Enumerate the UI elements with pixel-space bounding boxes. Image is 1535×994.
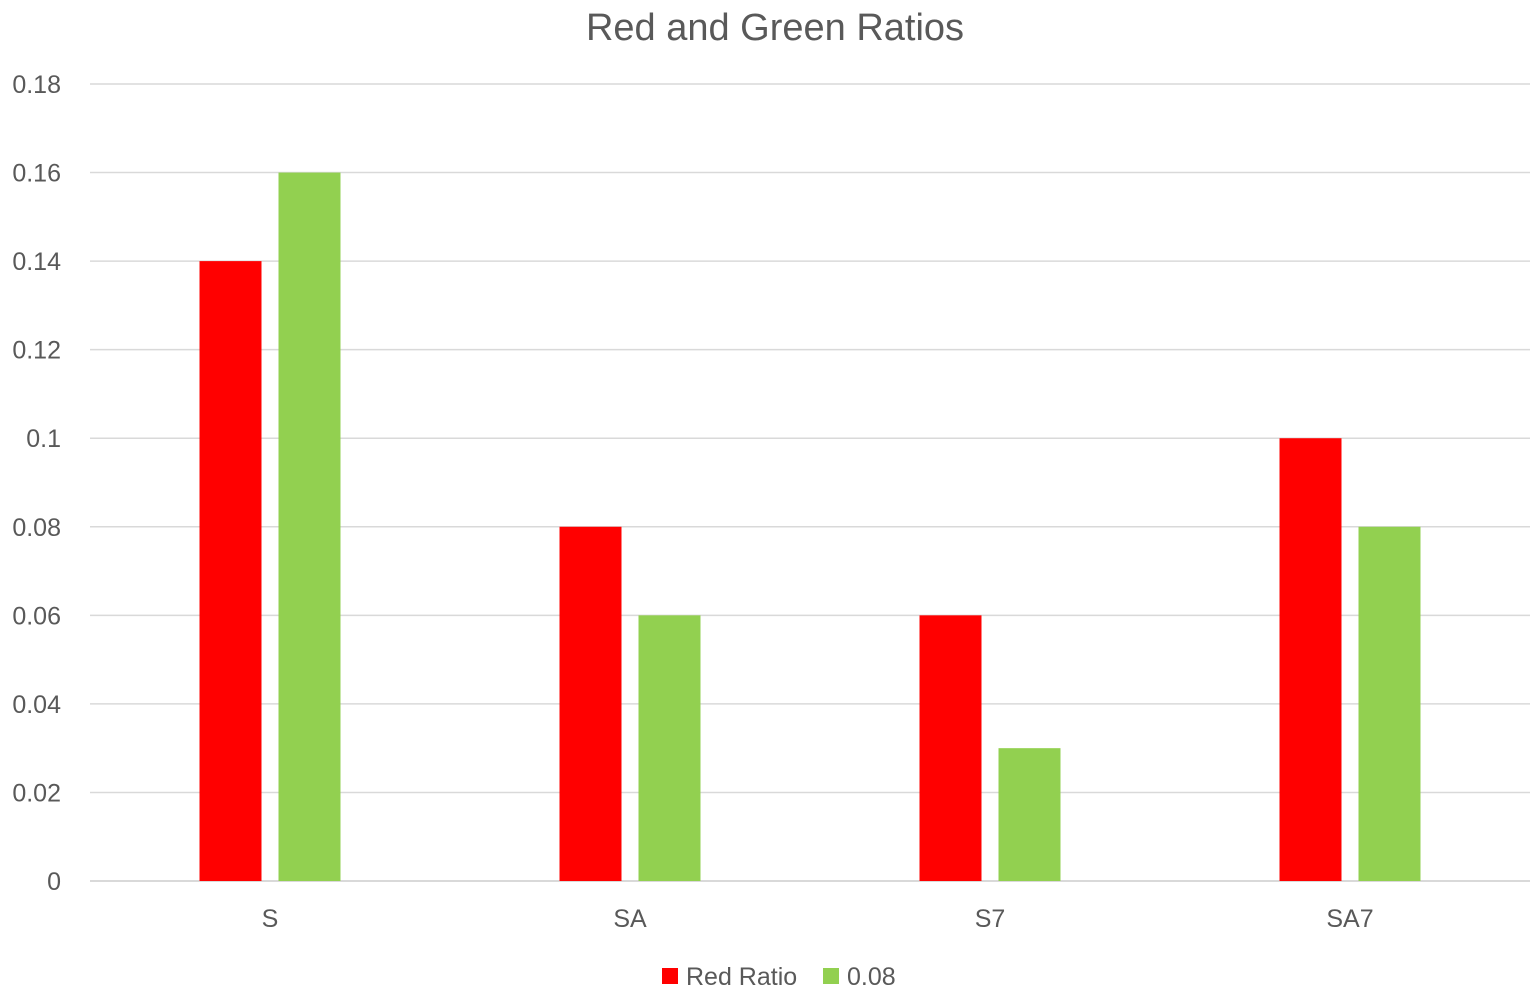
x-tick-label: S7 [975,905,1006,933]
bar-0-08-sa [638,615,701,881]
y-tick-label: 0.16 [12,160,61,188]
y-tick-label: 0.06 [12,602,61,630]
bar-0-08-sa7 [1358,526,1421,881]
bar-red-ratio-s7 [919,615,982,881]
y-tick-label: 0.12 [12,337,61,365]
bar-0-08-s7 [998,748,1061,881]
legend-swatch [662,968,678,984]
legend-swatch [823,968,839,984]
y-tick-label: 0.02 [12,779,61,807]
x-tick-label: SA [613,905,647,933]
chart-title: Red and Green Ratios [586,7,964,49]
x-axis-ticks: S SA S7 SA7 [262,905,1374,933]
y-tick-label: 0.04 [12,691,61,719]
y-axis-ticks: 0 0.02 0.04 0.06 0.08 0.1 0.12 0.14 0.16 0.18 [12,71,61,896]
y-tick-label: 0.14 [12,248,61,276]
y-tick-label: 0.1 [26,425,61,453]
bar-red-ratio-sa [559,526,622,881]
legend-label: 0.08 [847,963,896,991]
bar-0-08-s [278,172,341,882]
x-tick-label: S [262,905,279,933]
y-tick-label: 0 [47,868,61,896]
bars [199,172,1421,882]
legend-label: Red Ratio [686,963,797,991]
legend: Red Ratio 0.08 [662,963,896,991]
x-tick-label: SA7 [1326,905,1373,933]
y-tick-label: 0.18 [12,71,61,99]
y-tick-label: 0.08 [12,514,61,542]
bar-red-ratio-s [199,261,262,882]
bar-red-ratio-sa7 [1279,438,1342,881]
